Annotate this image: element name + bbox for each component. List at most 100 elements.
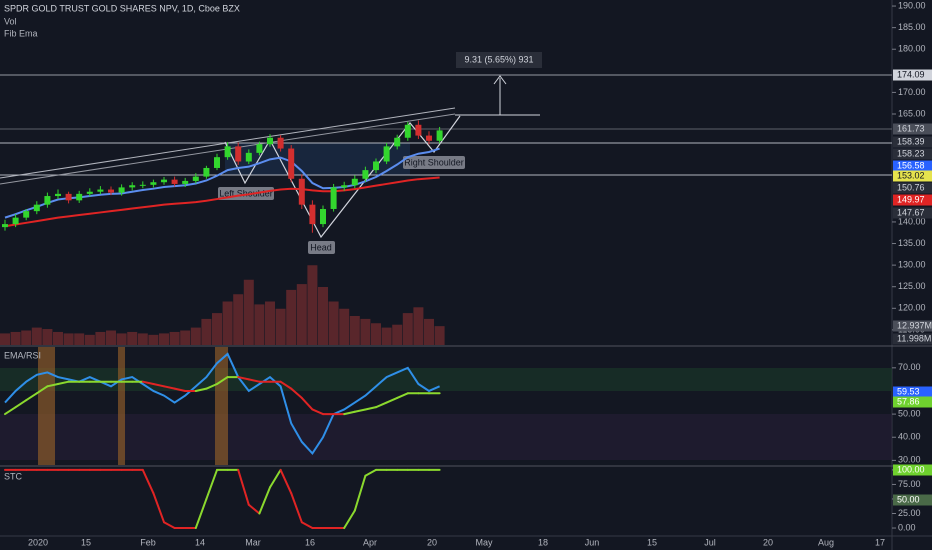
pattern-line	[224, 115, 461, 239]
indicator-segment	[205, 383, 218, 390]
candle-body	[23, 211, 30, 218]
volume-bar	[95, 331, 106, 345]
volume-bar	[413, 307, 424, 345]
volume-bar	[265, 301, 275, 345]
volume-bar	[339, 308, 350, 345]
x-tick-label: Mar	[245, 537, 261, 547]
volume-bar	[254, 304, 265, 345]
y-tick-label: 0.00	[898, 522, 916, 532]
volume-bar	[137, 333, 148, 345]
price-tag	[893, 170, 932, 182]
symbol-title: SPDR GOLD TRUST GOLD SHARES NPV, 1D, Cbo…	[4, 3, 240, 13]
candle-body	[108, 189, 114, 193]
candle-body	[309, 204, 316, 225]
volume-bar	[212, 313, 222, 345]
indicator-segment	[237, 468, 250, 506]
candle-body	[129, 185, 136, 188]
candle-body	[76, 193, 83, 201]
indicator-segment	[205, 468, 218, 500]
y-tick-label: 180.00	[898, 44, 926, 54]
indicator-segment	[237, 376, 250, 381]
candle-body	[118, 187, 125, 193]
y-tick-label: 165.00	[898, 108, 926, 118]
price-tag-label: 158.23	[897, 148, 925, 158]
indicator-segment	[25, 392, 38, 402]
volume-bar	[402, 313, 413, 345]
candle-body	[267, 137, 273, 145]
volume-bar	[127, 331, 138, 345]
x-tick-label: 20	[427, 537, 437, 547]
volume-bar	[159, 333, 169, 345]
candle-body	[150, 182, 157, 185]
measure-box	[456, 52, 542, 68]
value-tag-label: 59.53	[897, 386, 920, 396]
candle-body	[351, 178, 358, 186]
signal-band	[215, 347, 228, 465]
volume-bar	[74, 333, 85, 345]
price-tag-label: 174.09	[897, 69, 925, 79]
indicator-segment	[279, 468, 293, 495]
indicator-segment	[353, 408, 367, 413]
indicator-segment	[343, 410, 356, 416]
volume-bar	[180, 330, 191, 345]
candle-body	[298, 178, 305, 205]
candle-body	[182, 180, 189, 184]
indicator-label: Vol	[4, 16, 17, 26]
value-tag	[893, 494, 932, 506]
price-tag-label: 156.58	[897, 160, 925, 170]
volume-bar	[307, 265, 318, 345]
x-tick-label: 15	[647, 537, 657, 547]
x-tick-label: 20	[763, 537, 773, 547]
volume-bar	[434, 326, 445, 345]
y-tick-label: 135.00	[898, 238, 926, 248]
volume-bar	[106, 330, 116, 345]
indicator-segment	[173, 387, 187, 392]
volume-bar	[31, 327, 42, 345]
candle-body	[235, 146, 242, 162]
volume-bar	[116, 333, 127, 345]
x-tick-label: May	[475, 537, 493, 547]
pattern-label: Right Shoulder	[404, 157, 464, 167]
indicator-segment	[152, 383, 165, 388]
indicator-segment	[353, 474, 367, 512]
panel-title: STC	[4, 471, 23, 481]
indicator-segment	[396, 392, 409, 399]
indicator-segment	[14, 399, 28, 409]
x-tick-label: 15	[81, 537, 91, 547]
candle-body	[44, 196, 51, 205]
x-tick-label: 16	[305, 537, 315, 547]
candle-body	[65, 193, 72, 201]
candle-body	[224, 146, 231, 158]
indicator-segment	[152, 492, 165, 524]
volume-bar	[371, 323, 381, 345]
volume-bar	[318, 287, 328, 345]
candle-body	[277, 137, 284, 149]
price-tag	[893, 320, 932, 332]
indicator-label: Fib Ema	[4, 28, 38, 38]
volume-bar	[286, 289, 297, 345]
candle-body	[12, 217, 19, 225]
candle-body	[362, 170, 369, 179]
label-box	[403, 156, 465, 169]
indicator-segment	[290, 492, 303, 524]
indicator-segment	[194, 387, 208, 392]
indicator-segment	[300, 521, 314, 530]
x-tick-label: Feb	[140, 537, 156, 547]
candle-body	[33, 204, 40, 212]
candle-body	[373, 161, 379, 171]
volume-bar	[42, 329, 53, 345]
candle-body	[171, 179, 178, 184]
indicator-segment	[4, 406, 17, 416]
y-tick-label: 70.00	[898, 362, 921, 372]
x-tick-label: Apr	[363, 537, 377, 547]
volume-bar	[0, 333, 10, 345]
measure-arrow-head	[493, 75, 507, 85]
candle-body	[383, 146, 390, 162]
volume-bar	[296, 284, 307, 345]
y-tick-label: 170.00	[898, 87, 926, 97]
price-tag	[893, 333, 932, 345]
candle-body	[245, 152, 252, 162]
candle-body	[55, 193, 61, 197]
